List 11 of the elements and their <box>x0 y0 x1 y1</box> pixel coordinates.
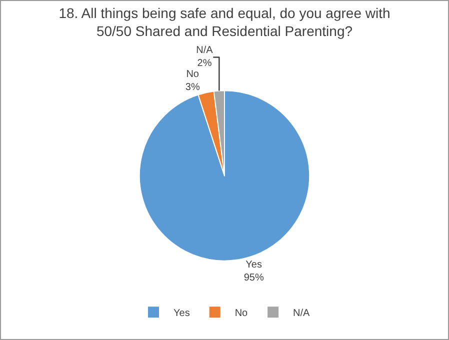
legend-label: No <box>234 308 248 319</box>
slice-label: Yes <box>246 259 262 270</box>
slice-label: N/A <box>196 45 214 56</box>
legend-label: Yes <box>174 308 190 319</box>
pie-slice <box>138 90 310 262</box>
data-label: 95% <box>244 272 264 284</box>
slice-label: No <box>186 69 200 80</box>
data-label: 2% <box>197 58 212 70</box>
legend-label: N/A <box>293 308 310 319</box>
data-label: 3% <box>185 82 200 94</box>
chart-title: 18. All things being safe and equal, do you agree with 50/50 Shared and Residential Parenting? <box>58 4 390 40</box>
